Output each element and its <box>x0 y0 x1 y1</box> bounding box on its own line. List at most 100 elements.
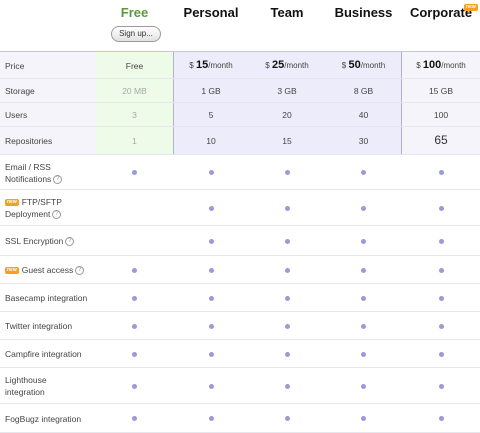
included-dot-icon <box>284 295 290 301</box>
included-dot-icon <box>284 416 290 421</box>
feature-label-line2: Notifications <box>5 174 52 184</box>
feature-label-text: FogBugz integration <box>5 414 82 424</box>
included-dot-icon <box>361 170 366 175</box>
included-dot-icon <box>284 205 290 211</box>
included-dot-icon <box>132 295 137 301</box>
users-corporate: 100 <box>433 110 449 120</box>
included-dot-icon <box>284 323 290 329</box>
repositories-team: 15 <box>282 136 292 146</box>
included-dot-icon <box>438 170 444 175</box>
included-dot-icon <box>438 323 444 329</box>
table-top-rule <box>0 51 480 52</box>
included-dot-icon <box>132 323 137 329</box>
feature-label-text: SSL Encryption <box>5 236 64 246</box>
included-dot-icon <box>361 323 366 329</box>
users-label: Users <box>5 110 28 120</box>
included-dot-icon <box>208 295 214 301</box>
help-icon[interactable]: ? <box>53 175 63 185</box>
included-dot-icon <box>208 238 214 244</box>
help-icon[interactable]: ? <box>52 210 62 220</box>
plan-name-corporate: Corporate <box>409 5 473 20</box>
feature-label-ssl-encryption: SSL Encryption? <box>5 235 75 247</box>
feature-label-line1: FTP/SFTP <box>21 197 62 207</box>
feature-label-text: Basecamp integration <box>5 293 88 303</box>
storage-business: 8 GB <box>353 86 374 96</box>
paid-columns-bg <box>173 52 402 155</box>
included-dot-icon <box>208 170 214 175</box>
feature-label-guest-access: new Guest access? <box>5 264 85 276</box>
included-dot-icon <box>132 351 137 357</box>
feature-row-fogbugz-integration: FogBugz integration <box>0 404 480 433</box>
feature-label-line2: Deployment <box>5 209 51 219</box>
paid-left-border <box>173 52 174 155</box>
included-dot-icon <box>284 383 290 389</box>
paid-right-border <box>401 52 402 155</box>
price-corporate: $ 100/month <box>416 59 466 71</box>
feature-label-basecamp-integration: Basecamp integration <box>5 292 87 304</box>
storage-label: Storage <box>5 86 35 96</box>
included-dot-icon <box>438 238 444 244</box>
repositories-row: Repositories 1 10 15 30 65 <box>0 127 480 155</box>
corporate-column-bg <box>402 52 480 155</box>
included-dot-icon <box>208 416 214 421</box>
included-dot-icon <box>132 170 137 175</box>
included-dot-icon <box>208 383 214 389</box>
feature-label-email-rss-notifications: Email / RSS Notifications? <box>5 161 63 185</box>
feature-label-twitter-integration: Twitter integration <box>5 320 72 332</box>
plan-name-team: Team <box>270 5 304 20</box>
price-free: Free <box>125 61 144 71</box>
included-dot-icon <box>284 238 290 244</box>
feature-label-line2: integration <box>5 387 45 397</box>
plan-name-business: Business <box>334 5 393 20</box>
feature-row-guest-access: new Guest access? <box>0 256 480 284</box>
feature-label-lighthouse-integration: Lighthouse integration <box>5 374 47 398</box>
included-dot-icon <box>361 416 366 421</box>
storage-free: 20 MB <box>122 86 147 96</box>
included-dot-icon <box>208 351 214 357</box>
included-dot-icon <box>361 295 366 301</box>
included-dot-icon <box>438 416 444 421</box>
users-business: 40 <box>358 110 369 120</box>
feature-label-text: Guest access <box>21 265 74 275</box>
repositories-corporate: 65 <box>434 133 448 147</box>
feature-label-campfire-integration: Campfire integration <box>5 348 82 360</box>
included-dot-icon <box>361 267 366 273</box>
included-dot-icon <box>208 323 214 329</box>
feature-label-line1: Lighthouse <box>5 375 47 385</box>
feature-row-basecamp-integration: Basecamp integration <box>0 284 480 312</box>
included-dot-icon <box>132 416 137 421</box>
feature-label-text: Twitter integration <box>5 321 73 331</box>
included-dot-icon <box>438 383 444 389</box>
included-dot-icon <box>284 170 290 175</box>
included-dot-icon <box>208 267 214 273</box>
help-icon[interactable]: ? <box>75 266 85 276</box>
included-dot-icon <box>361 383 366 389</box>
price-label: Price <box>5 61 25 71</box>
new-badge: new <box>5 199 19 207</box>
users-personal: 5 <box>208 110 214 120</box>
help-icon[interactable]: ? <box>65 237 75 247</box>
price-business: $ 50/month <box>341 59 386 71</box>
repositories-label: Repositories <box>5 136 53 146</box>
plan-name-personal: Personal <box>183 5 239 20</box>
repositories-free: 1 <box>132 136 137 146</box>
label-column-bg <box>0 52 96 155</box>
price-team: $ 25/month <box>265 59 309 71</box>
included-dot-icon <box>361 238 366 244</box>
included-dot-icon <box>438 295 444 301</box>
storage-row: Storage 20 MB 1 GB 3 GB 8 GB 15 GB <box>0 79 480 103</box>
included-dot-icon <box>438 205 444 211</box>
feature-label-fogbugz-integration: FogBugz integration <box>5 413 81 425</box>
sign-up-button[interactable]: Sign up... <box>111 26 161 42</box>
corporate-new-badge: new <box>464 4 478 11</box>
feature-label-ftp-sftp-deployment: new FTP/SFTP Deployment? <box>5 196 62 220</box>
feature-row-ssl-encryption: SSL Encryption? <box>0 226 480 256</box>
feature-row-lighthouse-integration: Lighthouse integration <box>0 368 480 404</box>
users-free: 3 <box>132 110 137 120</box>
included-dot-icon <box>361 205 366 211</box>
included-dot-icon <box>361 351 366 357</box>
included-dot-icon <box>284 267 290 273</box>
storage-corporate: 15 GB <box>428 86 454 96</box>
plan-name-free: Free <box>120 5 149 20</box>
included-dot-icon <box>438 351 444 357</box>
